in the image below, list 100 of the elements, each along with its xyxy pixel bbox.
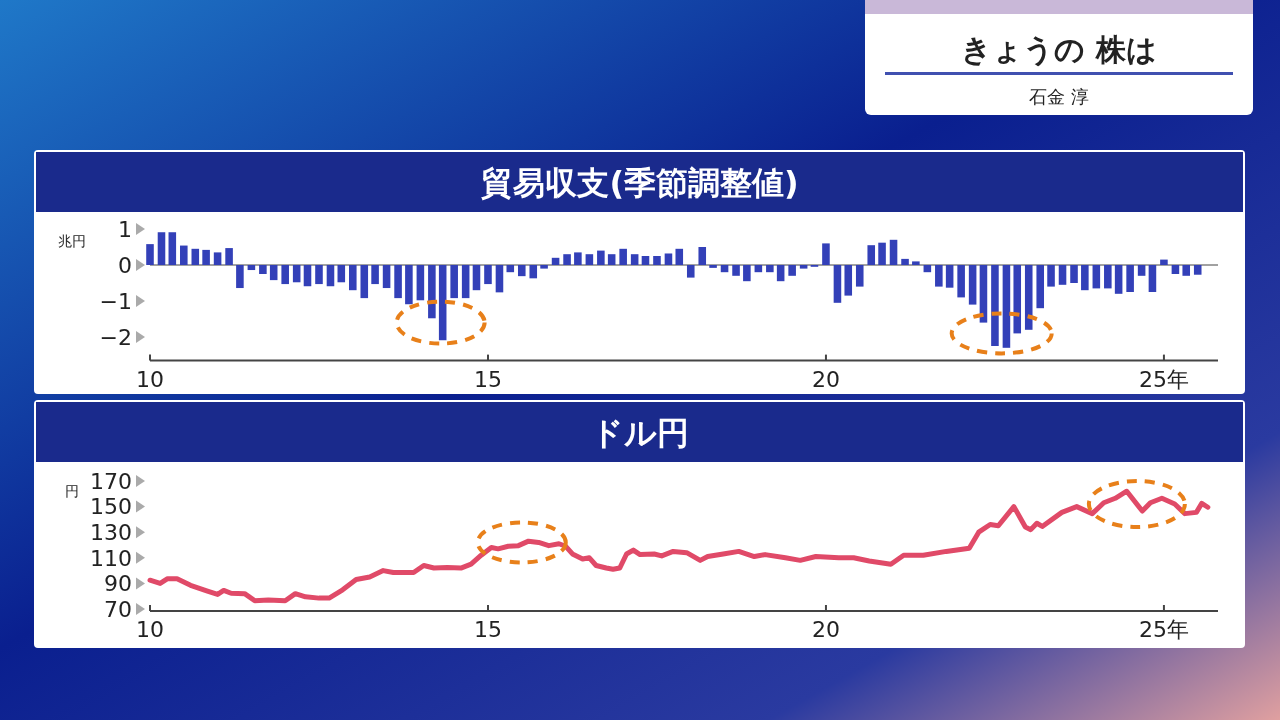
bar — [506, 265, 515, 273]
x-tick-label: 20 — [811, 617, 840, 642]
bar — [833, 265, 842, 303]
bar — [1013, 265, 1022, 334]
bar — [912, 261, 920, 265]
bar — [303, 265, 312, 287]
bar — [619, 248, 627, 265]
bar — [1160, 259, 1168, 265]
bar — [326, 265, 335, 287]
bar — [766, 265, 774, 273]
y-tick-label: 70 — [104, 596, 132, 622]
y-tick-label: 150 — [90, 494, 132, 520]
y-tick-label: 130 — [90, 519, 132, 545]
bar — [428, 265, 436, 319]
bar — [1081, 265, 1089, 291]
bar — [225, 248, 233, 265]
bar — [517, 265, 526, 277]
bar — [1092, 265, 1101, 289]
x-tick-label: 25年 — [1138, 617, 1189, 642]
bar — [563, 254, 571, 265]
bar — [337, 265, 346, 283]
bar — [1126, 265, 1134, 292]
bar — [292, 265, 301, 283]
bar — [247, 265, 256, 271]
text: きょうの 株は — [961, 32, 1157, 67]
bar — [698, 247, 707, 265]
bar — [540, 265, 548, 269]
text: 石金 淳 — [1029, 86, 1089, 107]
bar — [1114, 265, 1123, 294]
bar — [213, 252, 222, 265]
x-tick-label: 25年 — [1138, 366, 1189, 392]
bar — [157, 232, 166, 265]
bar — [168, 232, 177, 265]
bar — [1070, 265, 1078, 283]
bar — [675, 248, 684, 265]
bar — [259, 265, 267, 274]
bar — [360, 265, 369, 299]
bar — [979, 265, 988, 323]
y-tick-label: −1 — [99, 288, 132, 314]
bar — [743, 265, 751, 282]
bar — [653, 256, 661, 265]
bar — [732, 265, 740, 276]
y-axis-title: 円 — [65, 483, 79, 499]
bar — [484, 265, 492, 285]
bar — [574, 252, 582, 265]
bar — [315, 265, 323, 285]
bar — [664, 253, 673, 265]
bar — [799, 265, 808, 269]
y-tick-label: 110 — [90, 545, 132, 571]
bar — [1193, 265, 1202, 275]
x-tick-label: 10 — [136, 366, 164, 392]
bar — [1104, 265, 1112, 289]
bar — [867, 245, 876, 265]
bar — [382, 265, 391, 289]
bar — [889, 239, 898, 265]
bar — [269, 265, 278, 281]
bar — [957, 265, 965, 298]
bar — [686, 265, 695, 278]
y-tick-label: 170 — [90, 468, 132, 494]
bar — [991, 265, 999, 346]
bar — [597, 250, 605, 265]
bar — [788, 265, 796, 276]
bar — [1182, 265, 1191, 276]
bar — [1002, 265, 1011, 348]
bar — [855, 265, 864, 287]
bar — [461, 265, 470, 299]
bar — [281, 265, 289, 285]
x-tick-label: 15 — [473, 617, 502, 642]
y-axis-title: 兆円 — [58, 233, 86, 249]
y-tick-label: 1 — [118, 216, 132, 242]
bar — [416, 265, 425, 301]
bar — [630, 254, 639, 265]
bar — [844, 265, 853, 296]
bar — [236, 265, 244, 289]
bar — [776, 265, 785, 282]
bar — [450, 265, 458, 299]
bar — [641, 256, 650, 265]
bar — [529, 265, 538, 279]
bar — [968, 265, 977, 305]
y-tick-label: 90 — [104, 571, 132, 597]
bar — [191, 248, 200, 265]
bar — [405, 265, 413, 305]
bar — [180, 245, 188, 265]
bar — [1171, 265, 1180, 274]
bar — [472, 265, 481, 291]
bar — [901, 258, 909, 265]
bar — [607, 254, 616, 265]
x-tick-label: 10 — [136, 617, 164, 642]
y-tick-label: −2 — [99, 324, 132, 350]
bar — [585, 254, 594, 265]
bar — [1137, 265, 1146, 276]
x-tick-label: 15 — [473, 366, 502, 392]
bar — [349, 265, 357, 291]
bar — [945, 265, 954, 288]
bar — [1058, 265, 1067, 285]
bar — [371, 265, 379, 285]
bar — [146, 244, 154, 265]
bar — [878, 242, 886, 265]
bar — [1148, 265, 1157, 292]
bar — [495, 265, 504, 293]
